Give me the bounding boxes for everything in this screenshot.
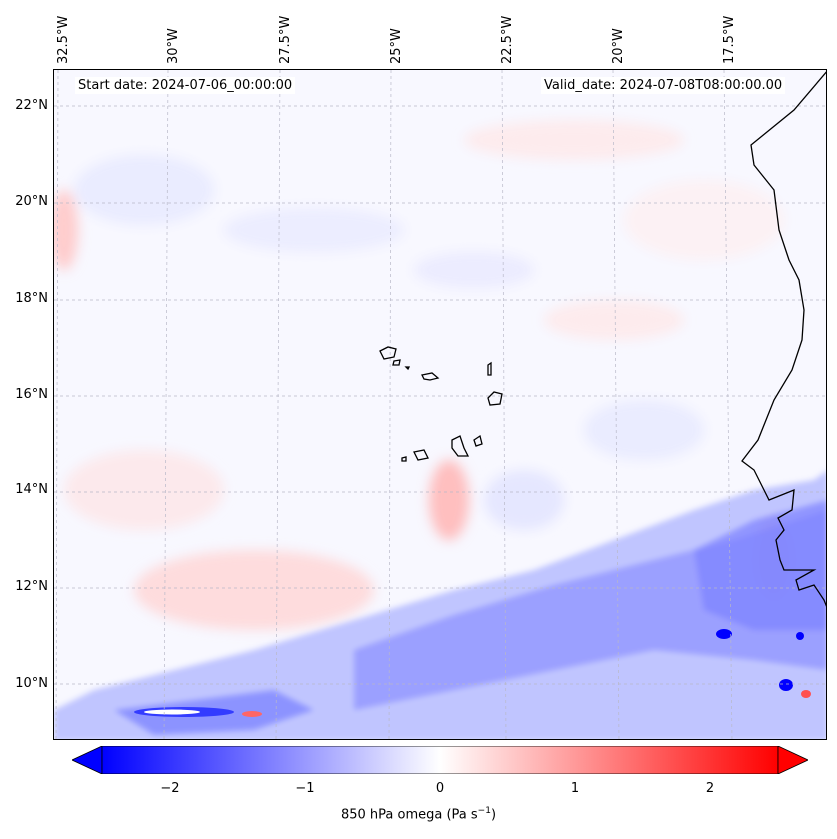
colorbar-label-exponent: −1 — [477, 806, 491, 816]
lon-label: 17.5°W — [722, 15, 737, 64]
colorbar-tick-label: −2 — [160, 781, 180, 796]
lon-label: 22.5°W — [500, 15, 515, 64]
start-date-label: Start date: 2024-07-06_00:00:00 — [75, 77, 296, 94]
graticule — [54, 70, 826, 739]
lat-label: 18°N — [15, 291, 48, 306]
lon-label: 27.5°W — [278, 15, 293, 64]
intense-features — [134, 629, 811, 717]
lon-label: 25°W — [389, 28, 404, 64]
colorbar-extend-min — [72, 746, 103, 774]
valid-date-label: Valid_date: 2024-07-08T08:00:00.00 — [541, 77, 786, 94]
lon-label: 20°W — [611, 28, 626, 64]
colorbar-tick-label: 2 — [705, 781, 715, 796]
ascent-band — [54, 471, 826, 739]
colorbar-label: 850 hPa omega (Pa s−1) — [0, 806, 837, 822]
cape-verde-islands — [379, 346, 503, 462]
lat-label: 14°N — [15, 482, 48, 497]
lat-label: 10°N — [15, 676, 48, 691]
africa-coastline — [741, 71, 826, 607]
colorbar-gradient — [101, 746, 779, 774]
lon-label: 32.5°W — [56, 15, 71, 64]
colorbar-label-close: ) — [490, 807, 497, 823]
colorbar-extend-max — [777, 746, 808, 774]
map-panel — [53, 69, 827, 740]
lat-label: 20°N — [15, 194, 48, 209]
lat-label: 22°N — [15, 98, 48, 113]
colorbar-label-text: 850 hPa omega (Pa s — [340, 807, 478, 823]
colorbar-tick-label: 1 — [570, 781, 580, 796]
omega-field-map — [54, 70, 826, 739]
lat-label: 16°N — [15, 387, 48, 402]
colorbar-tick-label: −1 — [295, 781, 315, 796]
colorbar — [72, 746, 808, 774]
lat-label: 12°N — [15, 579, 48, 594]
colorbar-tick-label: 0 — [435, 781, 445, 796]
lon-label: 30°W — [166, 28, 181, 64]
